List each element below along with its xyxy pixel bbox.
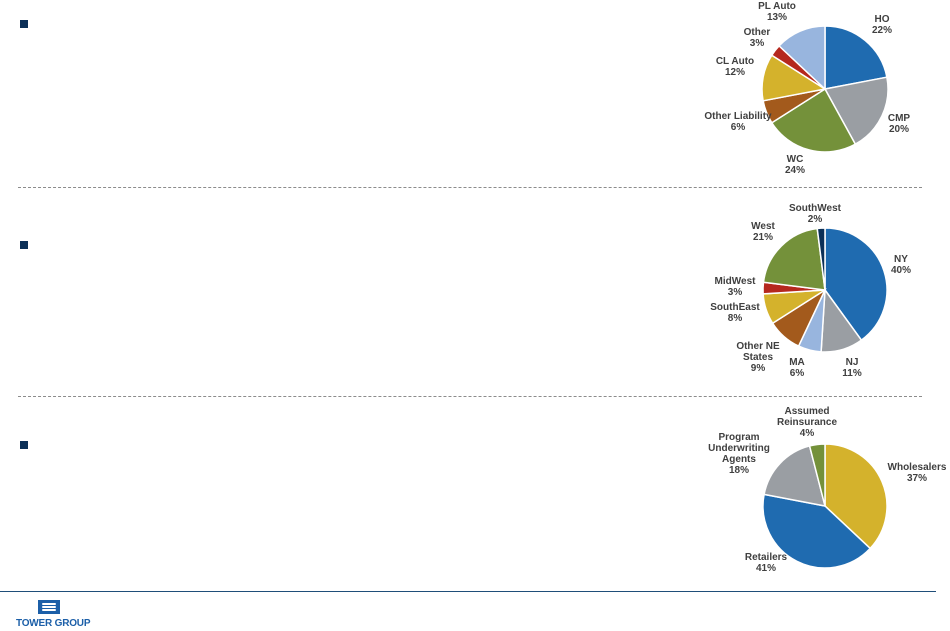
section-divider-1: [18, 187, 922, 188]
slice-label-line: 8%: [728, 313, 743, 324]
slice-label: MA 6%: [789, 357, 805, 379]
slice-label-line: MidWest: [715, 276, 757, 287]
slice-label-line: SouthEast: [710, 302, 760, 313]
slice-label-line: CMP: [888, 113, 911, 124]
slice-label-line: 11%: [842, 368, 862, 379]
slice-label-line: SouthWest: [789, 203, 842, 214]
slice-label-line: WC: [787, 154, 804, 165]
slice-label: Wholesalers 37%: [888, 462, 947, 484]
slice-label-line: Program: [718, 432, 759, 443]
slice-label-line: 37%: [907, 473, 927, 484]
slice-label-line: 18%: [729, 465, 749, 476]
slice-label-line: West: [751, 221, 775, 232]
slice-label: NJ 11%: [842, 357, 862, 379]
slice-label-line: 13%: [767, 12, 787, 23]
company-logo: TOWER GROUP: [16, 600, 96, 630]
slice-label-line: MA: [789, 357, 805, 368]
section-divider-2: [18, 396, 922, 397]
slice-label-line: 4%: [800, 428, 815, 439]
pie-slice-wholesalers: [824, 443, 888, 550]
slice-label-line: 40%: [891, 265, 911, 276]
pie-slice-pl-auto: [778, 25, 826, 91]
slice-label-line: CL Auto: [716, 56, 754, 67]
slice-label: Program Underwriting Agents 18%: [708, 432, 770, 476]
slice-label-line: HO: [875, 14, 890, 25]
slice-label-line: 24%: [785, 165, 805, 176]
slice-label: HO 22%: [872, 14, 892, 36]
pie-slice-program-underwriting-agents: [763, 445, 827, 507]
pie-slice-cmp: [823, 76, 889, 146]
slice-label: PL Auto 13%: [758, 1, 796, 23]
slice-label: SouthEast 8%: [710, 302, 760, 324]
slice-label: NY 40%: [891, 254, 911, 276]
slice-label-line: Agents: [722, 454, 756, 465]
pie-slice-ho: [824, 25, 888, 90]
pie-slice-retailers: [762, 493, 872, 569]
slice-label: MidWest 3%: [715, 276, 757, 298]
slice-label-line: Wholesalers: [888, 462, 947, 473]
slice-label-line: Other Liability: [704, 111, 772, 122]
slice-label-line: 21%: [753, 232, 773, 243]
slice-label-line: NJ: [846, 357, 859, 368]
pie-slice-ny: [824, 227, 888, 342]
slice-label: CL Auto 12%: [716, 56, 754, 78]
slice-label: Assumed Reinsurance 4%: [777, 406, 837, 439]
slice-label: Other NE States 9%: [736, 341, 780, 374]
slice-label-line: Other NE: [736, 341, 780, 352]
slice-label: West 21%: [751, 221, 775, 243]
bullet-2: [20, 241, 28, 249]
slice-label: Retailers 41%: [745, 552, 788, 574]
logo-text: TOWER GROUP: [16, 618, 91, 629]
slice-label-line: 3%: [750, 38, 765, 49]
slice-label: Other 3%: [744, 27, 771, 49]
slice-label-line: 20%: [889, 124, 909, 135]
slice-label-line: NY: [894, 254, 908, 265]
slice-label-line: 2%: [808, 214, 823, 225]
pie-slice-southwest: [816, 227, 826, 291]
bullet-3: [20, 441, 28, 449]
slice-label-line: 22%: [872, 25, 892, 36]
footer-rule: [0, 591, 936, 592]
slice-label-line: 3%: [728, 287, 743, 298]
slice-label: CMP 20%: [888, 113, 911, 135]
bullet-1: [20, 20, 28, 28]
slice-label-line: Assumed: [784, 406, 829, 417]
slice-label-line: Underwriting: [708, 443, 770, 454]
slice-label-line: Other: [744, 27, 771, 38]
slice-label-line: Reinsurance: [777, 417, 837, 428]
waves-logo-icon: [38, 600, 60, 614]
pie-slice-west: [762, 227, 826, 291]
slice-label: Other Liability 6%: [704, 111, 772, 133]
slice-label-line: 41%: [756, 563, 776, 574]
pie-slice-wc: [770, 87, 857, 153]
slice-label-line: PL Auto: [758, 1, 796, 12]
slice-label-line: 6%: [790, 368, 805, 379]
slice-label-line: 9%: [751, 363, 766, 374]
slice-label-line: States: [743, 352, 773, 363]
slice-label: WC 24%: [785, 154, 805, 176]
slice-label-line: 6%: [731, 122, 746, 133]
slice-label-line: 12%: [725, 67, 745, 78]
pie-slice-assumed-reinsurance: [808, 443, 826, 507]
slice-label: SouthWest 2%: [789, 203, 842, 225]
slice-label-line: Retailers: [745, 552, 788, 563]
